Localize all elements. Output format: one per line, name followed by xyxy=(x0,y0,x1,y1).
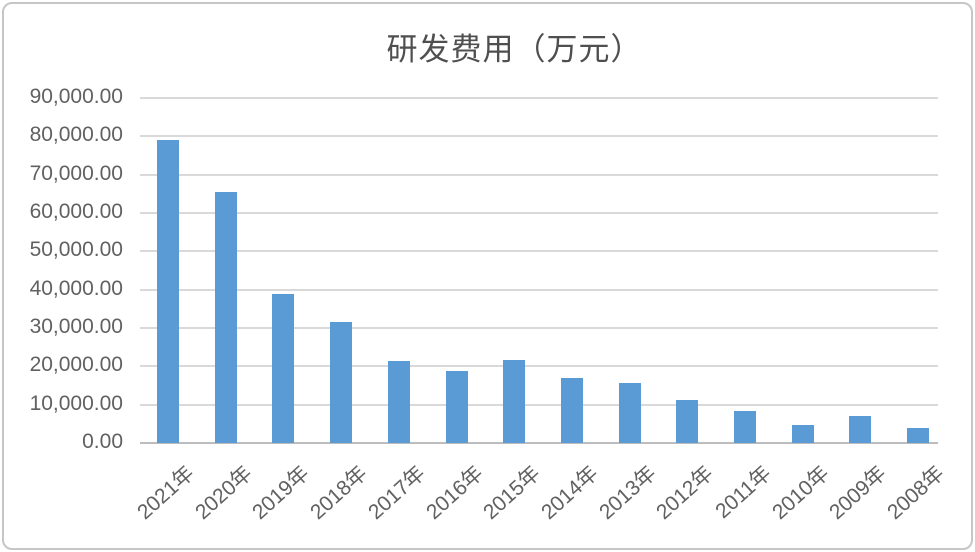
gridline xyxy=(140,327,938,329)
y-axis-tick-label: 20,000.00 xyxy=(29,353,123,377)
gridline xyxy=(140,173,938,176)
bar-2014年 xyxy=(560,377,583,443)
bar-2008年 xyxy=(907,428,930,443)
bar-2016年 xyxy=(445,371,468,443)
bar-2009年 xyxy=(849,416,872,443)
y-axis-tick-label: 90,000.00 xyxy=(29,85,123,108)
bar-2012年 xyxy=(676,400,699,443)
bar-2017年 xyxy=(387,360,410,443)
y-axis-tick-label: 40,000.00 xyxy=(29,276,123,300)
gridline xyxy=(140,135,938,138)
y-axis-tick-label: 0.00 xyxy=(82,430,123,453)
y-axis-tick-label: 10,000.00 xyxy=(29,391,123,415)
chart-title: 研发费用（万元） xyxy=(386,32,643,67)
y-axis-tick-label: 70,000.00 xyxy=(29,161,123,185)
bar-2015年 xyxy=(503,359,526,443)
gridline xyxy=(140,288,938,291)
bar-2013年 xyxy=(618,383,641,443)
y-axis-tick-label: 60,000.00 xyxy=(29,200,123,223)
y-axis-tick-label: 50,000.00 xyxy=(29,238,123,262)
bar-2021年 xyxy=(157,140,179,443)
y-axis-tick-label: 30,000.00 xyxy=(29,315,123,338)
bar-2011年 xyxy=(734,411,756,443)
gridline xyxy=(140,212,938,214)
bar-2019年 xyxy=(272,293,295,443)
x-axis-line xyxy=(140,442,938,444)
gridline xyxy=(140,403,938,406)
bar-2018年 xyxy=(330,322,353,443)
y-axis-tick-label: 80,000.00 xyxy=(29,123,123,147)
gridline xyxy=(140,365,938,368)
bar-2010年 xyxy=(791,424,814,443)
bar-2020年 xyxy=(214,191,237,443)
gridline xyxy=(140,250,938,253)
gridline xyxy=(140,97,938,99)
